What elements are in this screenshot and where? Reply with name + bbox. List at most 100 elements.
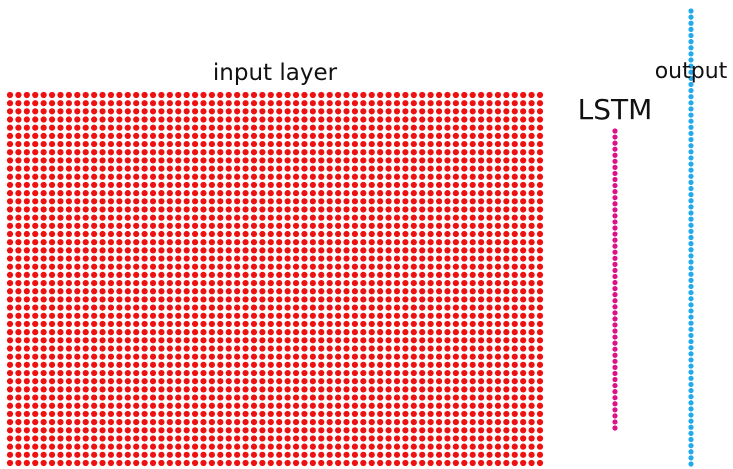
input-neuron: [284, 91, 291, 99]
input-neuron: [503, 410, 510, 418]
lstm-neuron: [612, 285, 618, 292]
input-neuron: [267, 247, 274, 254]
input-neuron: [141, 378, 148, 385]
input-neuron: [469, 181, 476, 189]
input-neuron: [149, 108, 157, 115]
input-neuron: [452, 165, 459, 172]
input-neuron: [503, 149, 510, 156]
input-neuron: [478, 451, 485, 458]
input-neuron: [48, 353, 56, 360]
input-neuron: [32, 386, 39, 393]
input-neuron: [309, 386, 316, 393]
input-neuron: [520, 402, 527, 409]
input-neuron: [158, 198, 165, 205]
input-neuron: [360, 443, 367, 450]
input-neuron: [335, 190, 342, 197]
input-neuron: [478, 329, 485, 336]
lstm-neuron: [612, 189, 618, 195]
output-neuron: [688, 8, 694, 14]
input-neuron: [175, 263, 182, 270]
input-neuron: [242, 369, 249, 377]
input-neuron: [48, 132, 56, 139]
input-neuron: [48, 149, 56, 156]
input-neuron: [158, 173, 165, 180]
input-neuron: [528, 100, 535, 107]
lstm-neuron: [612, 407, 618, 413]
input-neuron: [284, 320, 291, 328]
input-neuron: [469, 378, 476, 385]
input-neuron: [377, 361, 384, 368]
input-neuron: [149, 271, 157, 279]
input-neuron: [393, 410, 401, 418]
input-neuron: [259, 173, 266, 180]
input-neuron: [318, 165, 325, 172]
output-neuron: [688, 345, 694, 351]
input-neuron: [99, 263, 106, 270]
input-neuron: [149, 91, 157, 99]
input-neuron: [360, 304, 367, 311]
input-neuron: [301, 353, 308, 360]
input-neuron: [225, 271, 232, 279]
input-neuron: [427, 353, 434, 360]
input-neuron: [419, 443, 426, 450]
input-neuron: [368, 108, 375, 115]
input-neuron: [351, 410, 359, 418]
input-neuron: [478, 132, 485, 139]
input-neuron: [133, 255, 140, 262]
input-neuron: [99, 214, 106, 221]
input-neuron: [91, 345, 98, 352]
input-neuron: [6, 459, 14, 467]
input-neuron: [250, 140, 258, 148]
input-neuron: [520, 198, 527, 205]
input-neuron: [133, 173, 140, 180]
lstm-neuron: [612, 158, 618, 164]
lstm-neuron: [612, 389, 618, 395]
input-neuron: [166, 116, 173, 123]
input-neuron: [267, 116, 274, 123]
input-neuron: [335, 108, 342, 115]
input-neuron: [385, 263, 392, 270]
input-neuron: [276, 140, 283, 148]
input-neuron: [32, 345, 39, 352]
input-neuron: [528, 320, 535, 328]
input-neuron: [385, 361, 392, 368]
input-neuron: [200, 206, 207, 213]
input-neuron: [23, 378, 30, 385]
input-neuron: [402, 410, 409, 418]
input-neuron: [410, 140, 417, 148]
input-neuron: [149, 132, 157, 139]
output-neuron: [688, 179, 694, 186]
input-neuron: [528, 247, 535, 254]
input-neuron: [65, 239, 72, 246]
input-neuron: [40, 288, 47, 295]
input-neuron: [326, 132, 333, 139]
input-neuron: [410, 410, 417, 418]
input-neuron: [368, 419, 375, 426]
input-neuron: [452, 149, 459, 156]
input-neuron: [351, 345, 359, 352]
output-neuron: [688, 259, 694, 265]
input-neuron: [368, 222, 375, 229]
input-neuron: [82, 108, 89, 115]
input-neuron: [217, 443, 224, 450]
input-neuron: [234, 247, 241, 254]
input-neuron: [149, 173, 157, 180]
input-neuron: [91, 279, 98, 287]
input-neuron: [242, 410, 249, 418]
input-neuron: [242, 304, 249, 311]
input-neuron: [225, 190, 232, 197]
input-neuron: [107, 345, 115, 352]
input-neuron: [99, 296, 106, 303]
input-neuron: [292, 247, 300, 254]
input-neuron: [149, 419, 157, 426]
input-neuron: [57, 296, 64, 303]
input-neuron: [158, 214, 165, 221]
input-neuron: [48, 271, 56, 279]
input-neuron: [183, 378, 190, 385]
input-neuron: [377, 100, 384, 107]
input-neuron: [452, 353, 459, 360]
input-neuron: [23, 116, 30, 123]
input-neuron: [419, 304, 426, 311]
input-neuron: [149, 435, 157, 442]
input-neuron: [419, 124, 426, 131]
